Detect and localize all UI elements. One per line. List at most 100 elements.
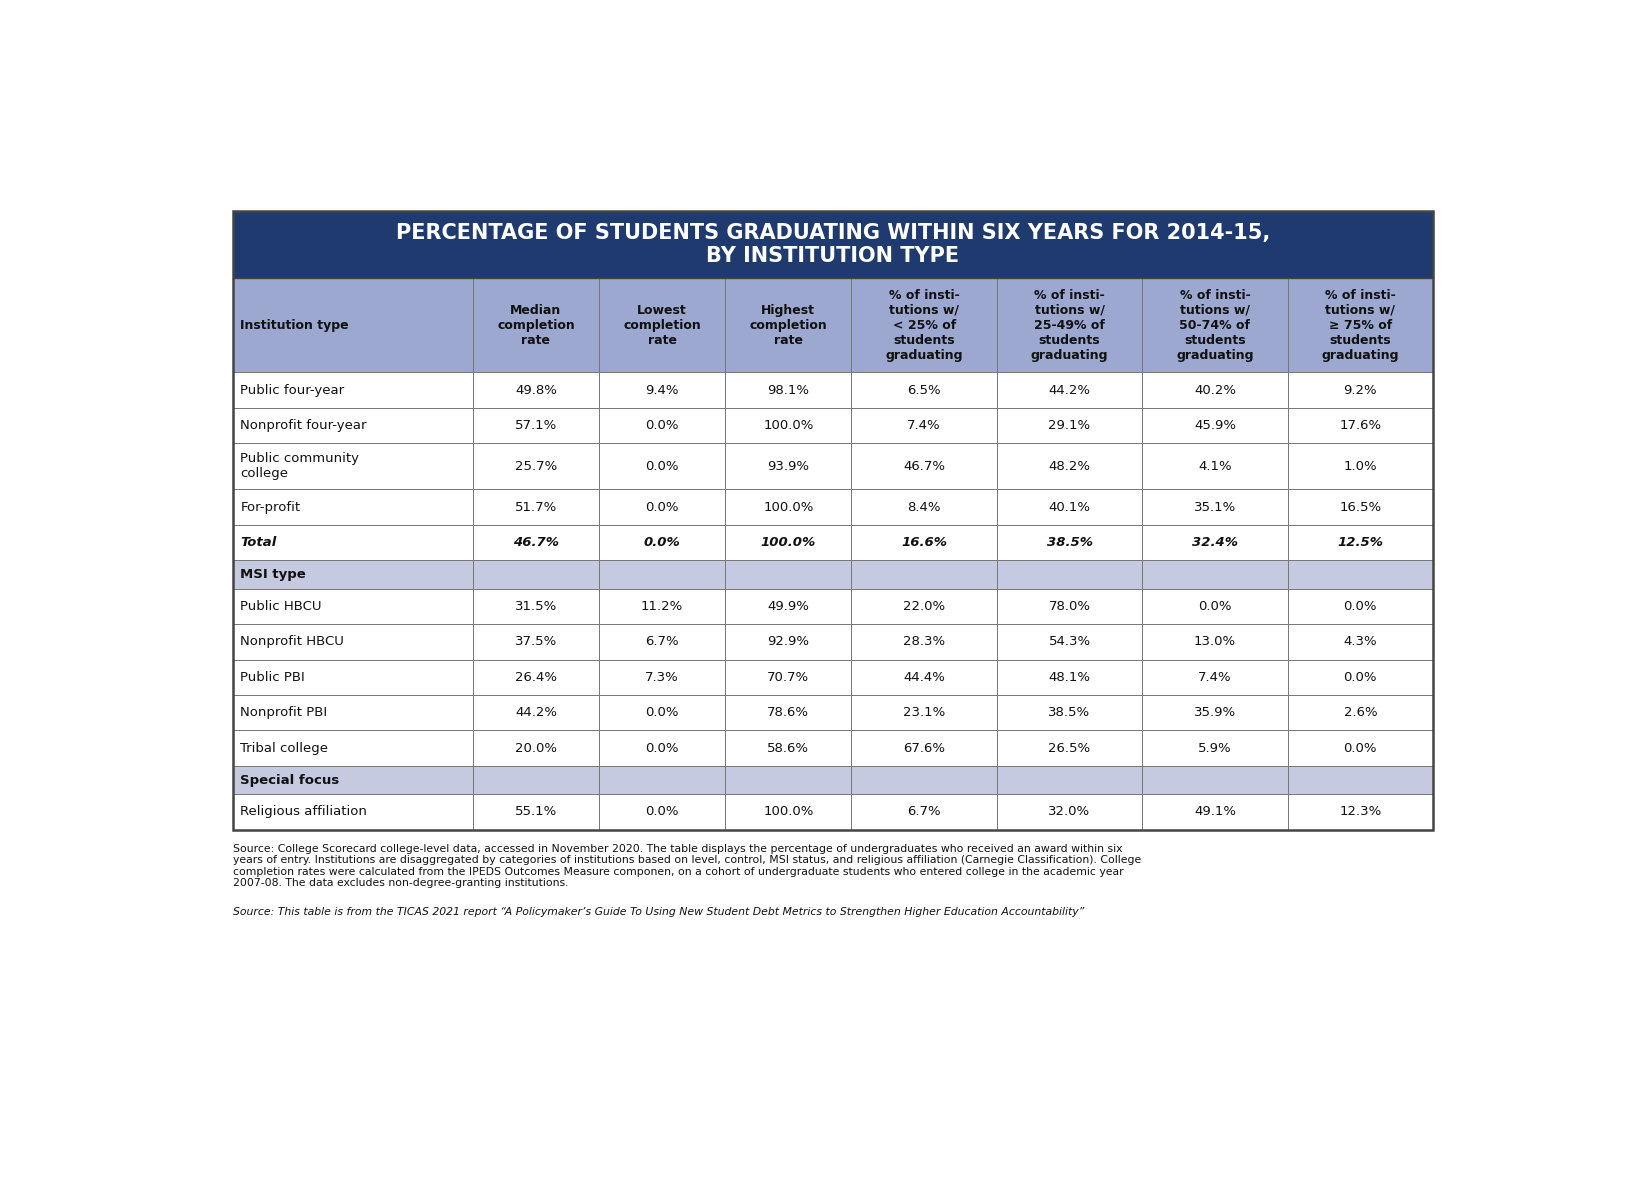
Bar [232, 731, 473, 766]
Text: Median
completion
rate: Median completion rate [497, 304, 575, 347]
Bar [473, 560, 600, 588]
Bar [996, 731, 1142, 766]
Bar [852, 588, 996, 624]
Bar [600, 407, 725, 443]
Bar [996, 695, 1142, 731]
Bar [725, 489, 852, 525]
Text: 38.5%: 38.5% [1048, 706, 1090, 719]
Bar [600, 659, 725, 695]
Text: Total: Total [240, 536, 276, 549]
Text: 6.7%: 6.7% [907, 805, 941, 818]
Bar [1287, 731, 1433, 766]
Bar [852, 731, 996, 766]
Bar [232, 407, 473, 443]
Bar [725, 624, 852, 659]
Bar [852, 560, 996, 588]
Bar [232, 766, 473, 794]
Bar [600, 624, 725, 659]
Text: 13.0%: 13.0% [1194, 636, 1237, 649]
Bar [996, 560, 1142, 588]
Text: 100.0%: 100.0% [760, 536, 816, 549]
Text: 35.1%: 35.1% [1194, 501, 1237, 514]
Bar [1142, 489, 1287, 525]
Text: 0.0%: 0.0% [645, 419, 679, 432]
Bar [600, 372, 725, 407]
Bar [852, 695, 996, 731]
Text: 32.0%: 32.0% [1048, 805, 1090, 818]
Text: 54.3%: 54.3% [1048, 636, 1090, 649]
Text: 92.9%: 92.9% [767, 636, 809, 649]
Bar [996, 443, 1142, 489]
Bar [996, 624, 1142, 659]
Bar [725, 278, 852, 372]
Text: % of insti-
tutions w/
≥ 75% of
students
graduating: % of insti- tutions w/ ≥ 75% of students… [1321, 289, 1399, 362]
Text: 0.0%: 0.0% [645, 501, 679, 514]
Bar [232, 695, 473, 731]
Bar [852, 372, 996, 407]
Bar [725, 588, 852, 624]
Bar [473, 372, 600, 407]
Bar [473, 731, 600, 766]
Text: 7.4%: 7.4% [907, 419, 941, 432]
Bar [1142, 588, 1287, 624]
Text: 0.0%: 0.0% [645, 459, 679, 472]
Bar [1287, 766, 1433, 794]
Text: 93.9%: 93.9% [767, 459, 809, 472]
Text: 31.5%: 31.5% [515, 600, 557, 613]
Text: 51.7%: 51.7% [515, 501, 557, 514]
Text: Nonprofit four-year: Nonprofit four-year [240, 419, 367, 432]
Text: 0.0%: 0.0% [1198, 600, 1232, 613]
Bar [852, 525, 996, 560]
Text: 2.6%: 2.6% [1344, 706, 1376, 719]
Bar [852, 794, 996, 830]
Text: 29.1%: 29.1% [1048, 419, 1090, 432]
Bar [232, 211, 1433, 278]
Text: Lowest
completion
rate: Lowest completion rate [624, 304, 700, 347]
Bar [1287, 372, 1433, 407]
Bar [1287, 794, 1433, 830]
Text: 0.0%: 0.0% [1344, 600, 1376, 613]
Text: 5.9%: 5.9% [1198, 741, 1232, 754]
Text: 9.4%: 9.4% [645, 384, 679, 397]
Bar [852, 407, 996, 443]
Bar [232, 372, 473, 407]
Bar [852, 766, 996, 794]
Bar [725, 443, 852, 489]
Bar [725, 372, 852, 407]
Text: 16.6%: 16.6% [902, 536, 947, 549]
Bar [473, 278, 600, 372]
Bar [1142, 766, 1287, 794]
Text: 11.2%: 11.2% [640, 600, 682, 613]
Bar [852, 659, 996, 695]
Text: 67.6%: 67.6% [904, 741, 946, 754]
Text: 8.4%: 8.4% [907, 501, 941, 514]
Text: Public PBI: Public PBI [240, 670, 306, 683]
Text: Religious affiliation: Religious affiliation [240, 805, 367, 818]
Text: 44.4%: 44.4% [904, 670, 946, 683]
Bar [232, 624, 473, 659]
Text: Special focus: Special focus [240, 773, 340, 786]
Text: 44.2%: 44.2% [515, 706, 557, 719]
Text: 98.1%: 98.1% [767, 384, 809, 397]
Text: 40.1%: 40.1% [1048, 501, 1090, 514]
Text: 20.0%: 20.0% [515, 741, 557, 754]
Text: Nonprofit HBCU: Nonprofit HBCU [240, 636, 344, 649]
Bar [996, 489, 1142, 525]
Text: 7.4%: 7.4% [1198, 670, 1232, 683]
Text: PERCENTAGE OF STUDENTS GRADUATING WITHIN SIX YEARS FOR 2014-15,
BY INSTITUTION T: PERCENTAGE OF STUDENTS GRADUATING WITHIN… [396, 223, 1271, 266]
Bar [473, 624, 600, 659]
Text: 48.2%: 48.2% [1048, 459, 1090, 472]
Bar [1142, 659, 1287, 695]
Text: 100.0%: 100.0% [764, 501, 814, 514]
Text: 6.5%: 6.5% [907, 384, 941, 397]
Bar [852, 278, 996, 372]
Bar [1142, 560, 1287, 588]
Bar [996, 794, 1142, 830]
Bar [232, 794, 473, 830]
Bar [473, 588, 600, 624]
Bar [725, 695, 852, 731]
Text: 12.5%: 12.5% [1337, 536, 1383, 549]
Bar [473, 766, 600, 794]
Bar [725, 407, 852, 443]
Bar [1287, 659, 1433, 695]
